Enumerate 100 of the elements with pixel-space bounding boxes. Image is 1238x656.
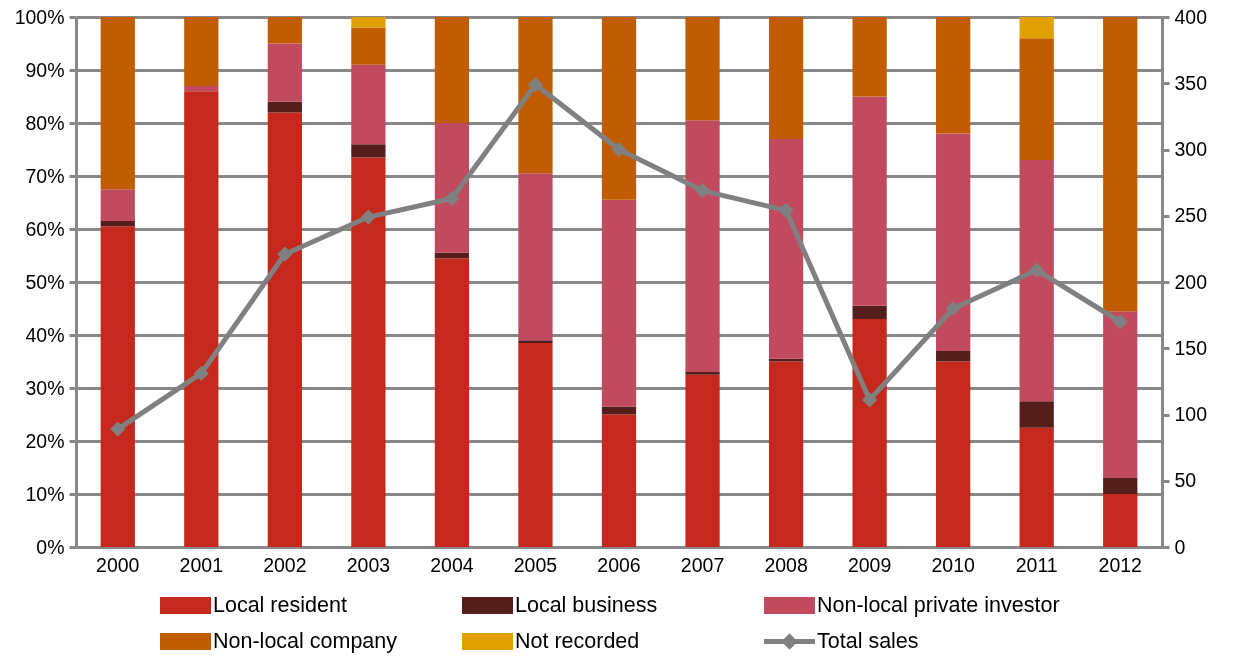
bar	[685, 374, 720, 547]
y2-tick-label: 400	[1174, 5, 1208, 28]
x-tick-label: 2010	[931, 553, 975, 576]
bar	[936, 133, 971, 351]
bar	[100, 189, 135, 222]
bar	[852, 319, 887, 547]
x-tick-label: 2006	[597, 553, 641, 576]
y-tick-label: 70%	[25, 164, 65, 187]
y2-tick-label: 350	[1174, 71, 1208, 94]
bar	[1103, 311, 1138, 479]
y2-tick-label: 300	[1174, 138, 1208, 160]
bar	[685, 17, 720, 121]
bar	[601, 199, 637, 407]
point	[1029, 262, 1045, 278]
x-tick-label: 2005	[513, 553, 558, 576]
point	[945, 300, 961, 317]
bar	[267, 43, 302, 102]
bar	[518, 340, 553, 343]
bar	[685, 372, 720, 375]
legend-label: Non-local private investor	[817, 592, 1060, 617]
point	[360, 209, 376, 225]
bar	[1019, 401, 1054, 428]
x-tick-label: 2003	[346, 553, 391, 576]
y-tick-label: 90%	[25, 58, 65, 81]
x-tick-label: 2001	[179, 553, 223, 576]
bar	[434, 17, 470, 123]
bar	[434, 258, 470, 547]
bar	[936, 361, 971, 547]
bar	[518, 173, 553, 341]
bar	[267, 112, 302, 547]
x-tick-label: 2012	[1098, 553, 1142, 576]
x-tick-label: 2004	[430, 553, 474, 576]
bar	[100, 221, 135, 227]
bar	[184, 85, 219, 92]
point	[277, 246, 293, 262]
bar	[1103, 494, 1138, 547]
point	[110, 421, 126, 437]
y-tick-label: 100%	[14, 5, 65, 28]
y-tick-label: 40%	[25, 323, 65, 346]
bar	[100, 17, 135, 190]
y2-tick-label: 100	[1174, 403, 1208, 425]
point	[527, 76, 544, 93]
bar	[685, 120, 720, 373]
y2-tick-label: 50	[1174, 469, 1197, 492]
bar	[434, 252, 470, 259]
point	[611, 141, 627, 158]
x-tick-label: 2011	[1015, 553, 1058, 576]
bar	[1019, 38, 1054, 161]
point	[193, 365, 209, 382]
bar	[768, 361, 804, 547]
bar	[601, 414, 637, 547]
point	[862, 392, 878, 408]
legend-label: Not recorded	[515, 628, 640, 653]
y2-tick-label: 0	[1174, 535, 1186, 558]
y2-tick-label: 200	[1174, 270, 1208, 293]
bar	[1103, 17, 1138, 312]
bar	[1019, 160, 1054, 402]
bar	[852, 96, 887, 306]
x-tick-label: 2002	[263, 553, 307, 576]
bar	[351, 64, 386, 145]
bar	[601, 17, 637, 200]
point	[778, 202, 794, 219]
x-tick-label: 2009	[847, 553, 892, 576]
bar	[852, 305, 887, 320]
legend-label: Local business	[515, 592, 658, 617]
x-tick-label: 2008	[764, 553, 808, 576]
bar	[351, 17, 386, 28]
bar	[184, 17, 219, 86]
bar	[768, 358, 804, 362]
bar	[267, 17, 302, 44]
bar	[518, 17, 553, 174]
bar	[768, 17, 804, 139]
x-tick-label: 2007	[680, 553, 725, 576]
bar	[518, 342, 553, 547]
y-tick-label: 20%	[25, 429, 65, 452]
y-tick-label: 30%	[25, 376, 65, 399]
y2-tick-label: 250	[1174, 204, 1208, 227]
bar	[768, 138, 804, 359]
legend-label: Non-local company	[213, 628, 398, 653]
y-tick-label: 50%	[25, 270, 65, 293]
y-tick-label: 0%	[36, 535, 65, 558]
bar	[351, 144, 386, 158]
bar	[351, 27, 386, 65]
point	[694, 182, 711, 199]
bar	[1019, 427, 1054, 547]
point	[444, 190, 460, 207]
y2-tick-label: 150	[1174, 336, 1208, 359]
y-tick-label: 10%	[25, 482, 65, 505]
bar	[936, 350, 971, 362]
bar	[351, 157, 386, 547]
bar	[936, 17, 971, 134]
bar	[434, 123, 470, 253]
bar	[1019, 17, 1054, 39]
legend-label: Local resident	[213, 592, 347, 617]
legend-label: Total sales	[817, 628, 919, 653]
y-tick-label: 60%	[25, 217, 65, 240]
bar	[100, 226, 135, 547]
bar	[184, 91, 219, 547]
point	[1112, 314, 1128, 330]
bar	[267, 101, 302, 113]
